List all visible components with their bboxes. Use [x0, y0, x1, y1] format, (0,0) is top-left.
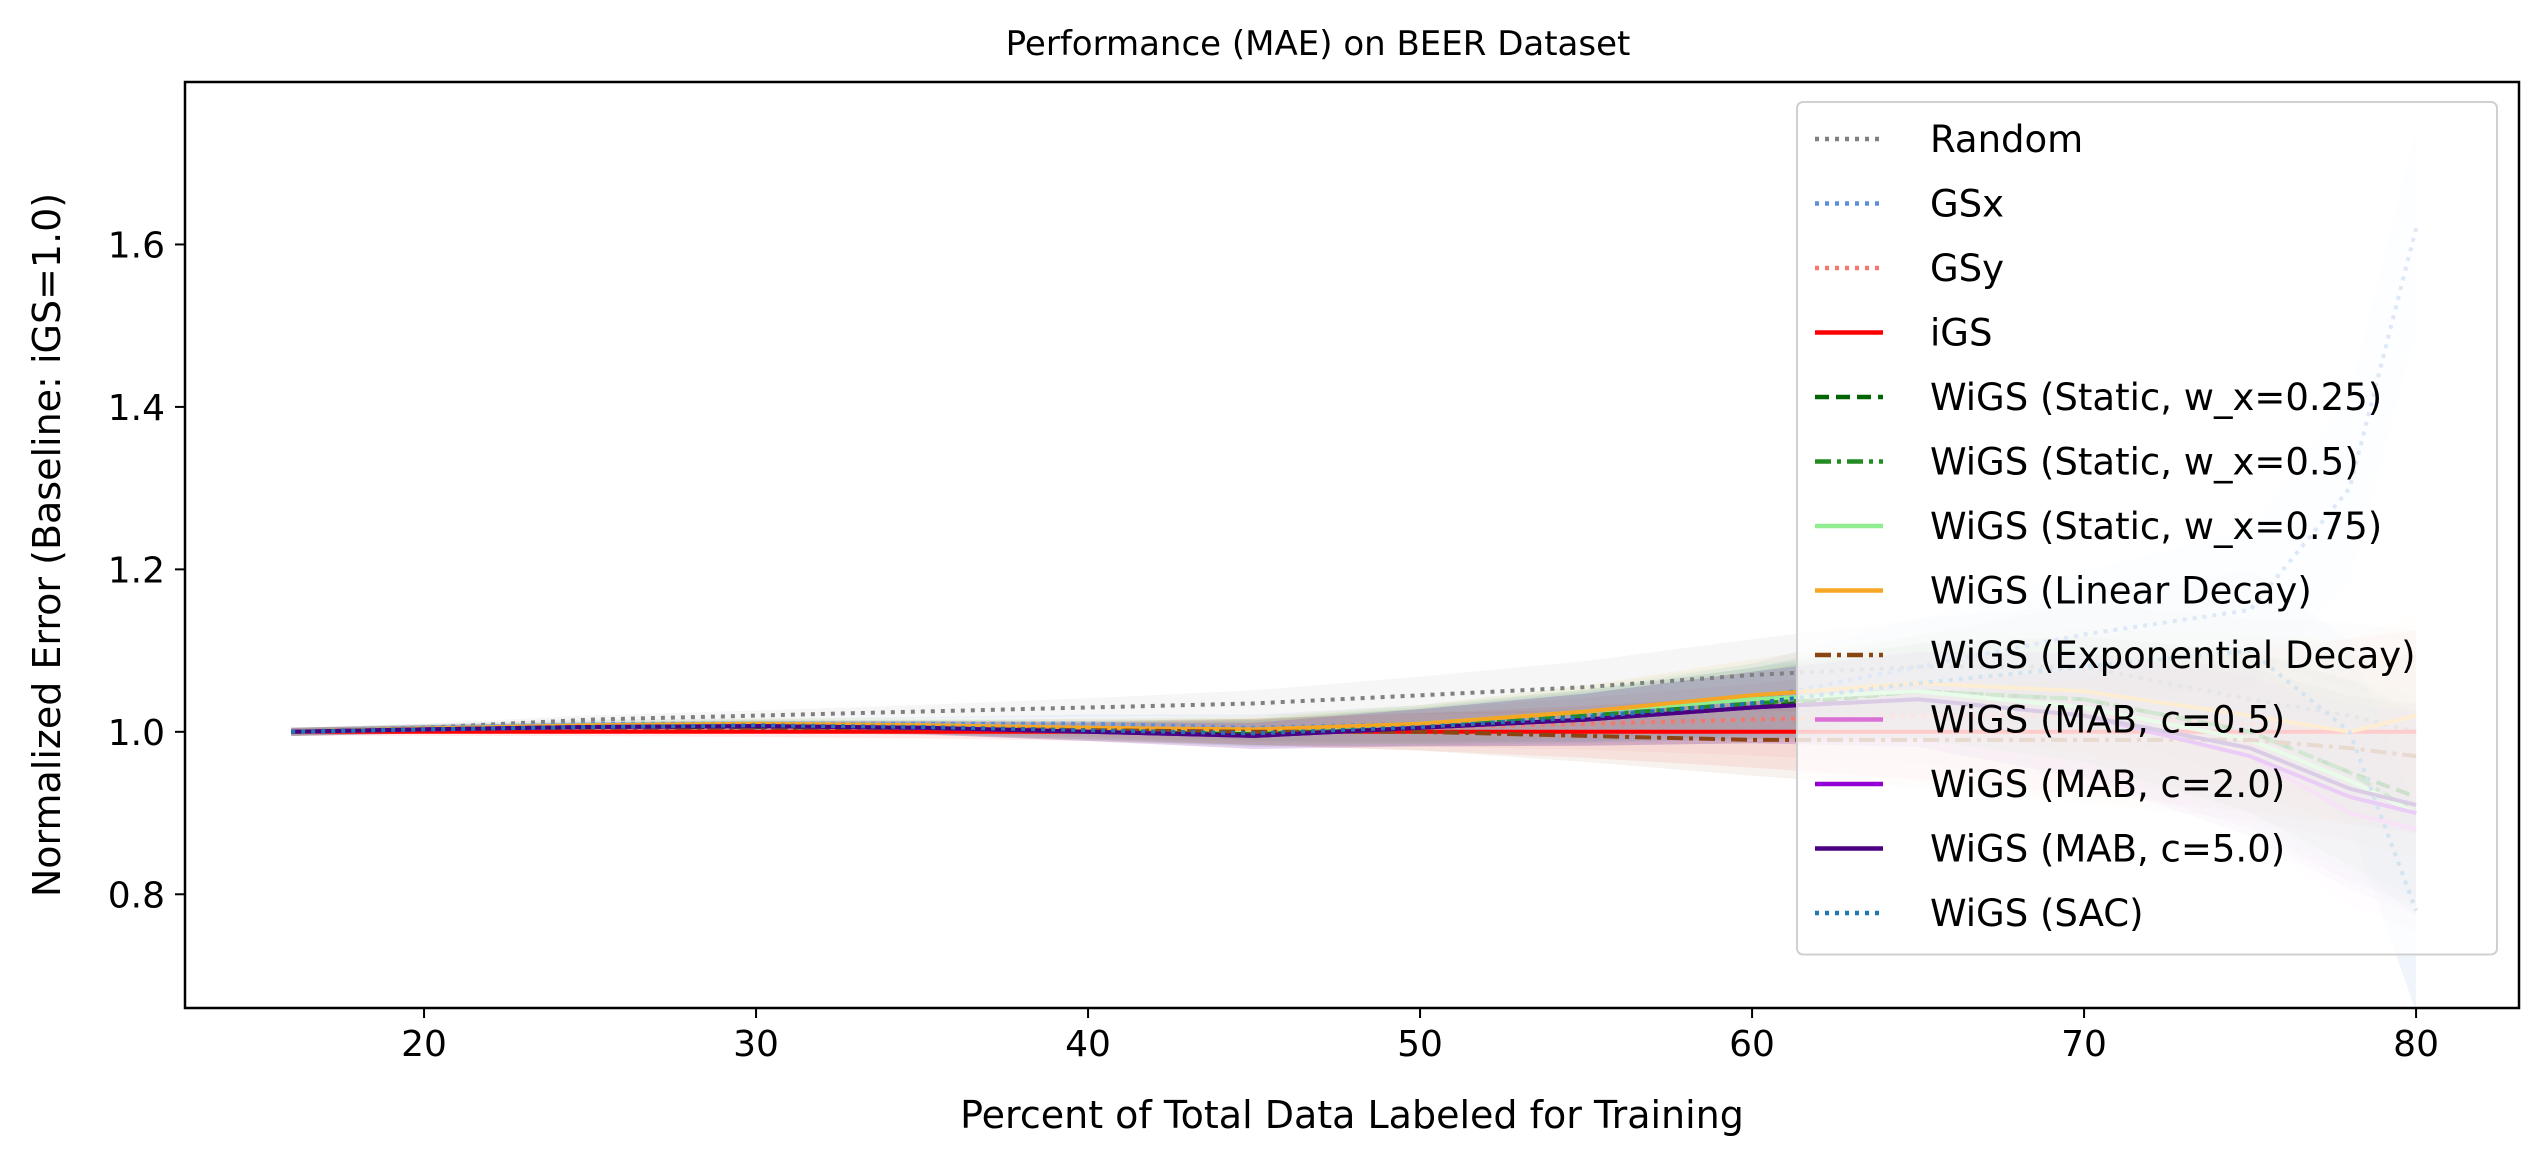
legend-label-2: GSy — [1930, 247, 2004, 290]
axis-ticks: 20 30 40 50 60 70 80 0.8 1.0 1.2 1.4 1.6 — [108, 225, 2439, 1065]
x-axis-label: Percent of Total Data Labeled for Traini… — [960, 1093, 1744, 1137]
x-tick-label-0: 20 — [401, 1024, 447, 1065]
legend-label-5: WiGS (Static, w_x=0.5) — [1930, 441, 2359, 484]
y-tick-label-3: 1.4 — [108, 388, 165, 429]
legend-label-11: WiGS (MAB, c=5.0) — [1930, 828, 2285, 871]
legend-label-0: Random — [1930, 118, 2083, 161]
legend-label-4: WiGS (Static, w_x=0.25) — [1930, 376, 2382, 419]
x-tick-label-2: 40 — [1065, 1024, 1111, 1065]
y-tick-label-2: 1.2 — [108, 550, 165, 591]
x-tick-label-1: 30 — [733, 1024, 779, 1065]
legend-label-10: WiGS (MAB, c=2.0) — [1930, 763, 2285, 806]
legend: Random GSx GSy iGS WiGS (Static, w_x=0.25) Wi… — [1796, 101, 2498, 956]
x-tick-label-6: 80 — [2393, 1024, 2439, 1065]
x-tick-label-3: 50 — [1397, 1024, 1443, 1065]
y-tick-label-4: 1.6 — [108, 225, 165, 266]
x-tick-label-4: 60 — [1729, 1024, 1775, 1065]
x-tick-label-5: 70 — [2061, 1024, 2107, 1065]
legend-label-9: WiGS (MAB, c=0.5) — [1930, 699, 2285, 742]
legend-label-8: WiGS (Exponential Decay) — [1930, 634, 2416, 677]
legend-box — [1796, 101, 2498, 956]
legend-label-7: WiGS (Linear Decay) — [1930, 570, 2312, 613]
legend-label-12: WiGS (SAC) — [1930, 892, 2144, 935]
legend-label-1: GSx — [1930, 183, 2004, 226]
y-axis-label: Normalized Error (Baseline: iGS=1.0) — [25, 193, 69, 897]
plot-frame — [183, 80, 2521, 1010]
y-tick-label-1: 1.0 — [108, 713, 165, 754]
y-tick-label-0: 0.8 — [108, 875, 165, 916]
legend-label-6: WiGS (Static, w_x=0.75) — [1930, 505, 2382, 548]
chart-title: Performance (MAE) on BEER Dataset — [1006, 24, 1631, 64]
legend-label-3: iGS — [1930, 312, 1992, 355]
